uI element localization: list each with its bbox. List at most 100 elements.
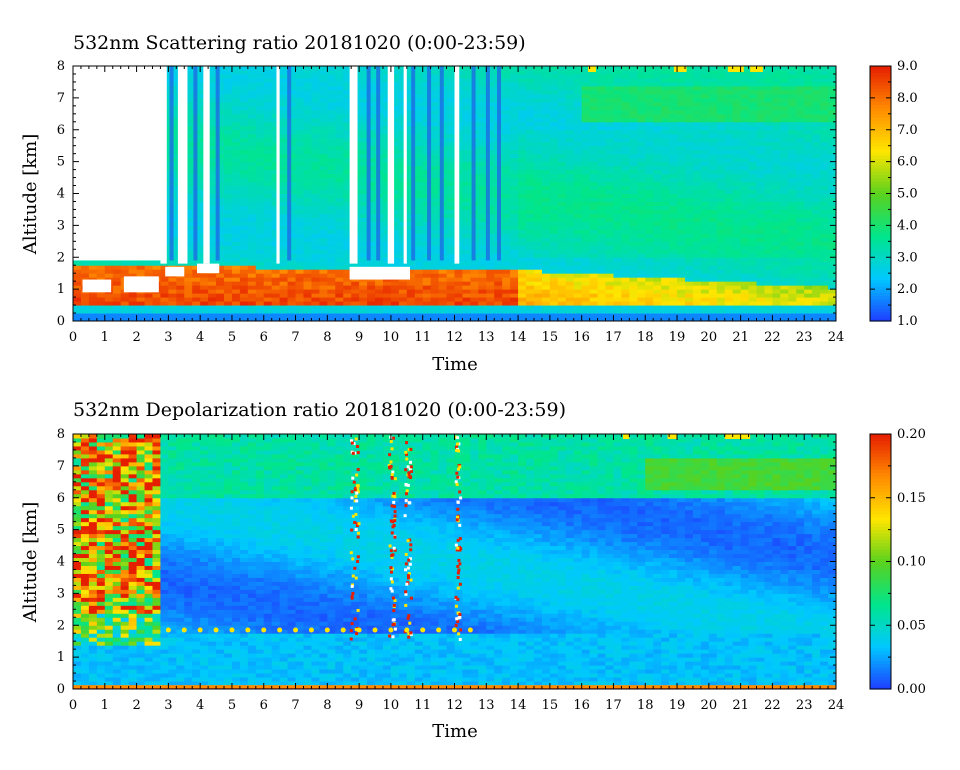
heatmap-cell xyxy=(470,317,479,322)
heatmap-cell xyxy=(311,89,320,95)
heatmap-cell xyxy=(478,169,487,175)
heatmap-cell xyxy=(335,229,344,234)
heatmap-cell xyxy=(247,241,257,246)
heatmap-cell xyxy=(343,177,352,183)
heatmap-cell xyxy=(661,153,670,159)
heatmap-cell xyxy=(518,81,527,87)
heatmap-cell xyxy=(597,165,607,171)
heatmap-cell xyxy=(295,153,304,159)
heatmap-cell xyxy=(549,161,559,167)
heatmap-cell xyxy=(231,265,241,270)
heatmap-cell xyxy=(231,165,241,171)
heatmap-cell xyxy=(565,285,575,290)
heatmap-cell xyxy=(549,189,559,194)
heatmap-cell xyxy=(271,221,281,226)
heatmap-cell xyxy=(96,269,106,274)
heatmap-cell xyxy=(470,305,479,310)
heatmap-cell xyxy=(144,265,153,270)
heatmap-cell xyxy=(263,69,273,75)
heatmap-cell xyxy=(231,217,241,222)
heatmap-cell xyxy=(224,145,233,151)
heatmap-cell xyxy=(589,309,599,314)
heatmap-cell xyxy=(557,149,567,155)
heatmap-cell xyxy=(430,149,440,155)
heatmap-cell xyxy=(295,181,304,187)
heatmap-cell xyxy=(303,217,312,222)
heatmap-cell xyxy=(454,289,463,294)
heatmap-cell xyxy=(621,241,630,246)
heatmap-cell xyxy=(597,193,607,198)
heatmap-cell xyxy=(382,189,392,194)
heatmap-cell xyxy=(359,285,368,290)
heatmap-cell xyxy=(343,301,352,306)
heatmap-cell xyxy=(247,277,257,282)
heatmap-cell xyxy=(255,93,265,99)
heatmap-cell xyxy=(653,225,662,230)
heatmap-cell xyxy=(581,193,591,198)
heatmap-cell xyxy=(335,81,344,87)
heatmap-cell xyxy=(605,225,614,230)
heatmap-cell xyxy=(311,309,320,314)
heatmap-cell xyxy=(549,105,559,111)
heatmap-cell xyxy=(478,133,487,139)
heatmap-cell xyxy=(613,237,622,242)
heatmap-cell xyxy=(510,89,519,95)
heatmap-cell xyxy=(279,277,289,282)
heatmap-cell xyxy=(684,281,694,286)
heatmap-cell xyxy=(327,193,336,198)
heatmap-cell xyxy=(255,73,265,79)
heatmap-cell xyxy=(533,261,543,266)
heatmap-cell xyxy=(661,137,670,143)
heatmap-cell xyxy=(510,153,519,159)
heatmap-cell xyxy=(629,101,638,107)
heatmap-cell xyxy=(390,137,400,143)
heatmap-cell xyxy=(557,269,567,274)
heatmap-cell xyxy=(295,213,304,218)
heatmap-cell xyxy=(422,177,432,183)
heatmap-cell xyxy=(231,197,241,202)
heatmap-cell xyxy=(239,121,249,127)
heatmap-cell xyxy=(343,137,352,143)
heatmap-cell xyxy=(557,113,567,119)
heatmap-cell xyxy=(613,285,622,290)
heatmap-cell xyxy=(406,69,416,75)
heatmap-cell xyxy=(502,185,511,191)
heatmap-cell xyxy=(176,317,185,322)
heatmap-cell xyxy=(486,209,495,214)
heatmap-cell xyxy=(359,189,368,194)
heatmap-cell xyxy=(279,269,289,274)
heatmap-cell xyxy=(224,109,233,115)
heatmap-cell xyxy=(533,217,543,222)
heatmap-cell xyxy=(518,141,527,147)
heatmap-cell xyxy=(184,213,193,218)
heatmap-cell xyxy=(343,169,352,175)
heatmap-cell xyxy=(231,297,241,302)
heatmap-cell xyxy=(526,77,535,83)
heatmap-cell xyxy=(295,273,304,278)
heatmap-cell xyxy=(287,185,297,191)
heatmap-cell xyxy=(565,81,575,87)
heatmap-cell xyxy=(216,313,225,318)
heatmap-cell xyxy=(343,217,352,222)
heatmap-cell xyxy=(661,297,670,302)
heatmap-cell xyxy=(589,161,599,167)
heatmap-cell xyxy=(414,149,424,155)
heatmap-cell xyxy=(303,285,312,290)
heatmap-cell xyxy=(422,261,432,266)
heatmap-cell xyxy=(367,297,376,302)
heatmap-cell xyxy=(327,233,336,238)
heatmap-cell xyxy=(247,269,257,274)
heatmap-cell xyxy=(446,137,455,143)
heatmap-cell xyxy=(494,277,503,282)
heatmap-cell xyxy=(510,213,519,218)
heatmap-cell xyxy=(319,109,328,115)
heatmap-cell xyxy=(573,157,583,163)
heatmap-cell xyxy=(621,137,630,143)
heatmap-cell xyxy=(112,273,122,278)
heatmap-cell xyxy=(406,297,416,302)
heatmap-cell xyxy=(73,273,82,278)
heatmap-cell xyxy=(653,101,662,107)
heatmap-cell xyxy=(486,141,495,147)
heatmap-cell xyxy=(343,69,352,75)
heatmap-cell xyxy=(669,237,678,242)
